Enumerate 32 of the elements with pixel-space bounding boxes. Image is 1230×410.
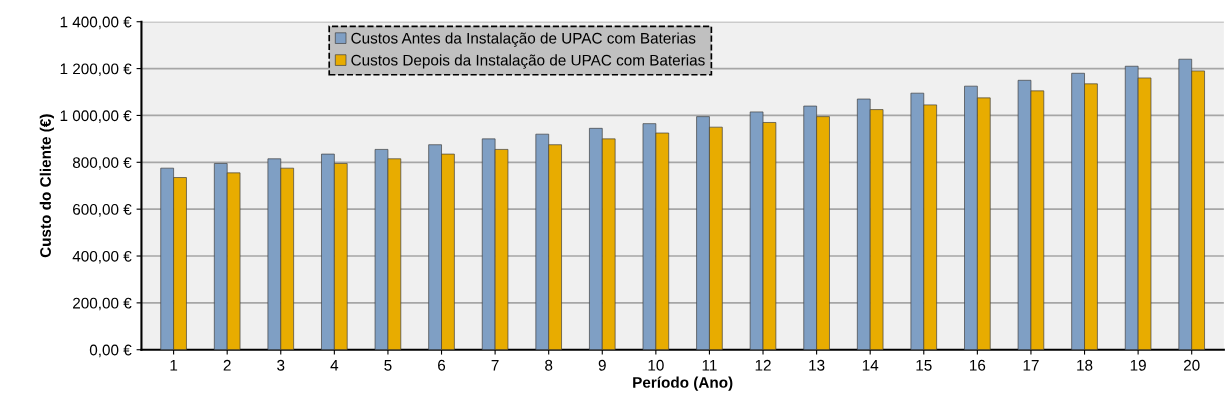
y-axis-title: Custo do Cliente (€) (39, 114, 54, 258)
y-tick-label: 600,00 € (73, 204, 132, 217)
x-tick-label: 17 (1023, 360, 1039, 371)
y-tick-label: 1 000,00 € (60, 110, 132, 123)
x-tick-label: 5 (384, 360, 392, 371)
x-tick-label: 1 (170, 360, 178, 371)
x-tick-label: 12 (755, 359, 771, 371)
y-tick-label: 200,00 € (73, 297, 132, 311)
legend-label: Custos Depois da Instalação de UPAC com Baterias (351, 54, 705, 69)
x-tick-label: 10 (648, 359, 664, 371)
x-tick-label: 8 (545, 359, 553, 371)
y-tick-label: 1 400,00 € (60, 16, 132, 30)
x-tick-label: 14 (862, 360, 879, 371)
x-tick-label: 2 (223, 359, 231, 371)
x-tick-label: 13 (809, 359, 825, 371)
x-tick-label: 9 (598, 359, 606, 371)
x-tick-label: 7 (491, 360, 499, 371)
legend-label: Custos Antes da Instalação de UPAC com Baterias (351, 32, 696, 47)
x-tick-label: 3 (277, 359, 285, 371)
x-axis-title: Período (Ano) (633, 376, 733, 391)
y-tick-label: 800,00 € (72, 157, 132, 170)
x-tick-label: 11 (702, 360, 717, 371)
x-tick-label: 18 (1077, 359, 1093, 371)
y-tick-label: 400,00 € (72, 250, 132, 264)
x-tick-label: 20 (1183, 359, 1200, 371)
x-tick-label: 16 (970, 359, 986, 371)
x-tick-label: 4 (330, 360, 339, 371)
y-tick-label: 0,00 € (89, 344, 132, 358)
x-tick-label: 19 (1130, 359, 1146, 371)
x-tick-label: 15 (916, 360, 932, 371)
y-tick-label: 1 200,00 € (60, 63, 132, 77)
x-tick-label: 6 (438, 359, 446, 371)
